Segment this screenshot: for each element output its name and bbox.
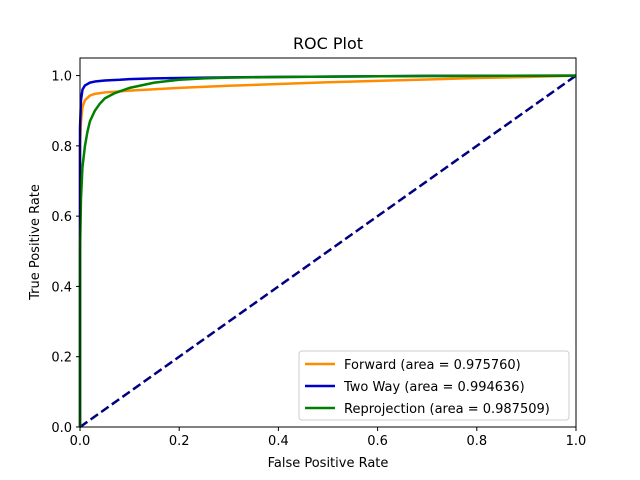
legend-label-forward: Forward (area = 0.975760) [344, 358, 521, 373]
series-line-0 [78, 74, 577, 427]
series-line-2 [78, 74, 577, 427]
x-tick-label: 1.0 [566, 434, 587, 449]
y-tick-label: 0.8 [51, 140, 72, 155]
y-axis-label: True Positive Rate [28, 184, 43, 301]
series-line-chance [79, 74, 577, 429]
x-tick-label: 0.6 [367, 434, 388, 449]
x-tick-label: 0.0 [70, 434, 91, 449]
x-axis-label: False Positive Rate [268, 456, 389, 471]
x-axis: 0.0 0.2 0.4 0.6 0.8 1.0 [70, 427, 587, 449]
y-tick-label: 1.0 [51, 70, 72, 85]
y-tick-label: 0.6 [51, 210, 72, 225]
y-tick-label: 0.4 [51, 280, 72, 295]
legend-label-reprojection: Reprojection (area = 0.987509) [344, 402, 550, 417]
y-axis: 0.0 0.2 0.4 0.6 0.8 1.0 [51, 70, 80, 436]
series-layer [78, 74, 577, 429]
legend-box [298, 350, 570, 421]
y-tick-label: 0.0 [51, 421, 72, 436]
plot-frame [79, 57, 577, 428]
x-tick-label: 0.2 [169, 434, 190, 449]
legend-label-two-way: Two Way (area = 0.994636) [343, 380, 525, 395]
x-tick-label: 0.4 [268, 434, 289, 449]
chart-title: ROC Plot [293, 34, 363, 53]
x-tick-label: 0.8 [466, 434, 487, 449]
legend: Forward (area = 0.975760) Two Way (area … [298, 350, 570, 421]
y-tick-label: 0.2 [51, 351, 72, 366]
